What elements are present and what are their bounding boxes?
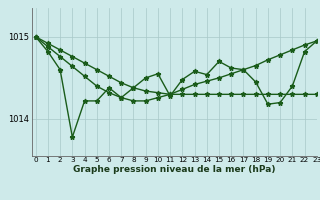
X-axis label: Graphe pression niveau de la mer (hPa): Graphe pression niveau de la mer (hPa)	[73, 165, 276, 174]
